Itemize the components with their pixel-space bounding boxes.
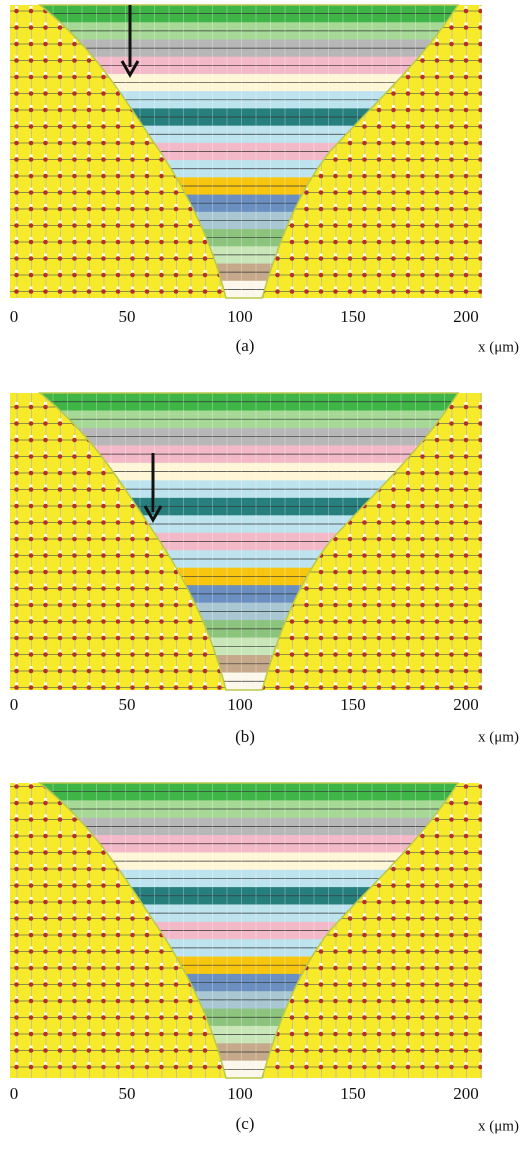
x-tick-label: 0 xyxy=(10,695,19,714)
x-tick-label: 200 xyxy=(453,695,479,714)
figure: 0 50 100 150 200 (a) x (μm) 0 50 100 150 200 (b) x (μ… xyxy=(0,0,531,1163)
x-tick-label: 150 xyxy=(340,695,366,714)
x-tick-label: 0 xyxy=(10,1084,19,1103)
x-tick-label: 100 xyxy=(227,1084,253,1103)
panel-label: (a) xyxy=(236,336,255,355)
panel: 0 50 100 150 200 (a) x (μm) xyxy=(10,5,519,355)
x-tick-label: 200 xyxy=(453,1084,479,1103)
x-tick-label: 100 xyxy=(227,307,253,326)
x-tick-label: 0 xyxy=(10,307,19,326)
x-tick-label: 100 xyxy=(227,695,253,714)
x-tick-label: 150 xyxy=(340,307,366,326)
axis-label: x (μm) xyxy=(478,339,519,355)
axis-label: x (μm) xyxy=(478,729,519,745)
x-tick-label: 50 xyxy=(119,695,136,714)
panel: 0 50 100 150 200 (b) x (μm) xyxy=(10,393,519,746)
axis-label: x (μm) xyxy=(478,1118,519,1134)
x-tick-label: 150 xyxy=(340,1084,366,1103)
x-tick-label: 50 xyxy=(119,307,136,326)
x-tick-label: 50 xyxy=(119,1084,136,1103)
x-tick-label: 200 xyxy=(453,307,479,326)
panel: 0 50 100 150 200 (c) x (μm) xyxy=(10,783,519,1134)
panel-label: (b) xyxy=(235,727,255,746)
panel-label: (c) xyxy=(236,1114,255,1133)
